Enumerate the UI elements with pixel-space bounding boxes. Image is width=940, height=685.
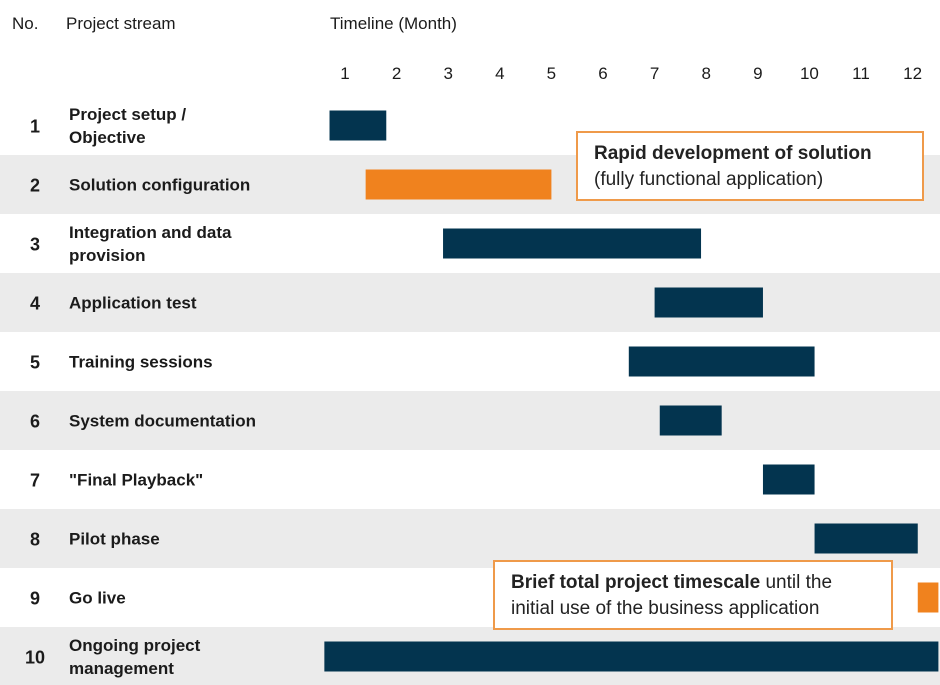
month-tick-label: 4 xyxy=(495,64,504,83)
row-number: 5 xyxy=(30,353,40,373)
month-tick-label: 11 xyxy=(852,64,870,83)
gantt-bar xyxy=(329,110,387,141)
month-tick-label: 9 xyxy=(753,64,762,83)
row-number: 1 xyxy=(30,117,40,137)
row-stripe xyxy=(0,509,940,568)
callout-bold: Brief total project timescale xyxy=(511,572,761,593)
row-label: Project setup / Objective xyxy=(69,105,186,147)
gantt-bar xyxy=(324,641,939,672)
row-number: 4 xyxy=(30,294,40,314)
row-number: 2 xyxy=(30,176,40,196)
row-label: Pilot phase xyxy=(69,530,160,549)
month-tick-label: 1 xyxy=(340,64,349,83)
row-label: System documentation xyxy=(69,412,256,431)
header-no: No. xyxy=(12,14,39,33)
callout-text: (fully functional application) xyxy=(594,169,824,190)
header-project-stream: Project stream xyxy=(66,14,176,33)
month-tick-label: 10 xyxy=(800,64,819,83)
month-tick-label: 2 xyxy=(392,64,401,83)
row-label: Go live xyxy=(69,589,126,608)
month-tick-label: 7 xyxy=(650,64,659,83)
row-label: Ongoing project management xyxy=(69,636,201,678)
row-number: 6 xyxy=(30,412,40,432)
callout-rapid-development: Rapid development of solution (fully fun… xyxy=(576,131,924,201)
gantt-bar xyxy=(654,287,763,318)
row-number: 8 xyxy=(30,530,40,550)
gantt-bar xyxy=(659,405,722,436)
gantt-bar xyxy=(628,346,815,377)
gantt-bar xyxy=(762,464,815,495)
row-label: Application test xyxy=(69,294,197,313)
callout-bold: Rapid development of solution xyxy=(594,143,872,164)
row-label: Training sessions xyxy=(69,353,213,372)
gantt-bar xyxy=(365,169,552,200)
row-number: 7 xyxy=(30,471,40,491)
callout-text: until the initial use of the business ap… xyxy=(511,572,833,619)
month-tick-label: 6 xyxy=(598,64,607,83)
row-stripe xyxy=(0,273,940,332)
month-tick-label: 5 xyxy=(547,64,556,83)
month-tick-label: 12 xyxy=(903,64,922,83)
month-tick-label: 8 xyxy=(701,64,710,83)
row-number: 3 xyxy=(30,235,40,255)
gantt-bar xyxy=(443,228,702,259)
row-label: "Final Playback" xyxy=(69,471,203,490)
row-number: 9 xyxy=(30,589,40,609)
header-timeline: Timeline (Month) xyxy=(330,14,457,33)
row-label: Solution configuration xyxy=(69,176,250,195)
row-number: 10 xyxy=(25,648,45,668)
row-stripe xyxy=(0,391,940,450)
gantt-bar xyxy=(917,582,939,613)
row-label: Integration and data provision xyxy=(69,223,232,265)
callout-brief-timescale: Brief total project timescale until the … xyxy=(493,560,893,630)
month-tick-label: 3 xyxy=(443,64,452,83)
gantt-bar xyxy=(814,523,918,554)
